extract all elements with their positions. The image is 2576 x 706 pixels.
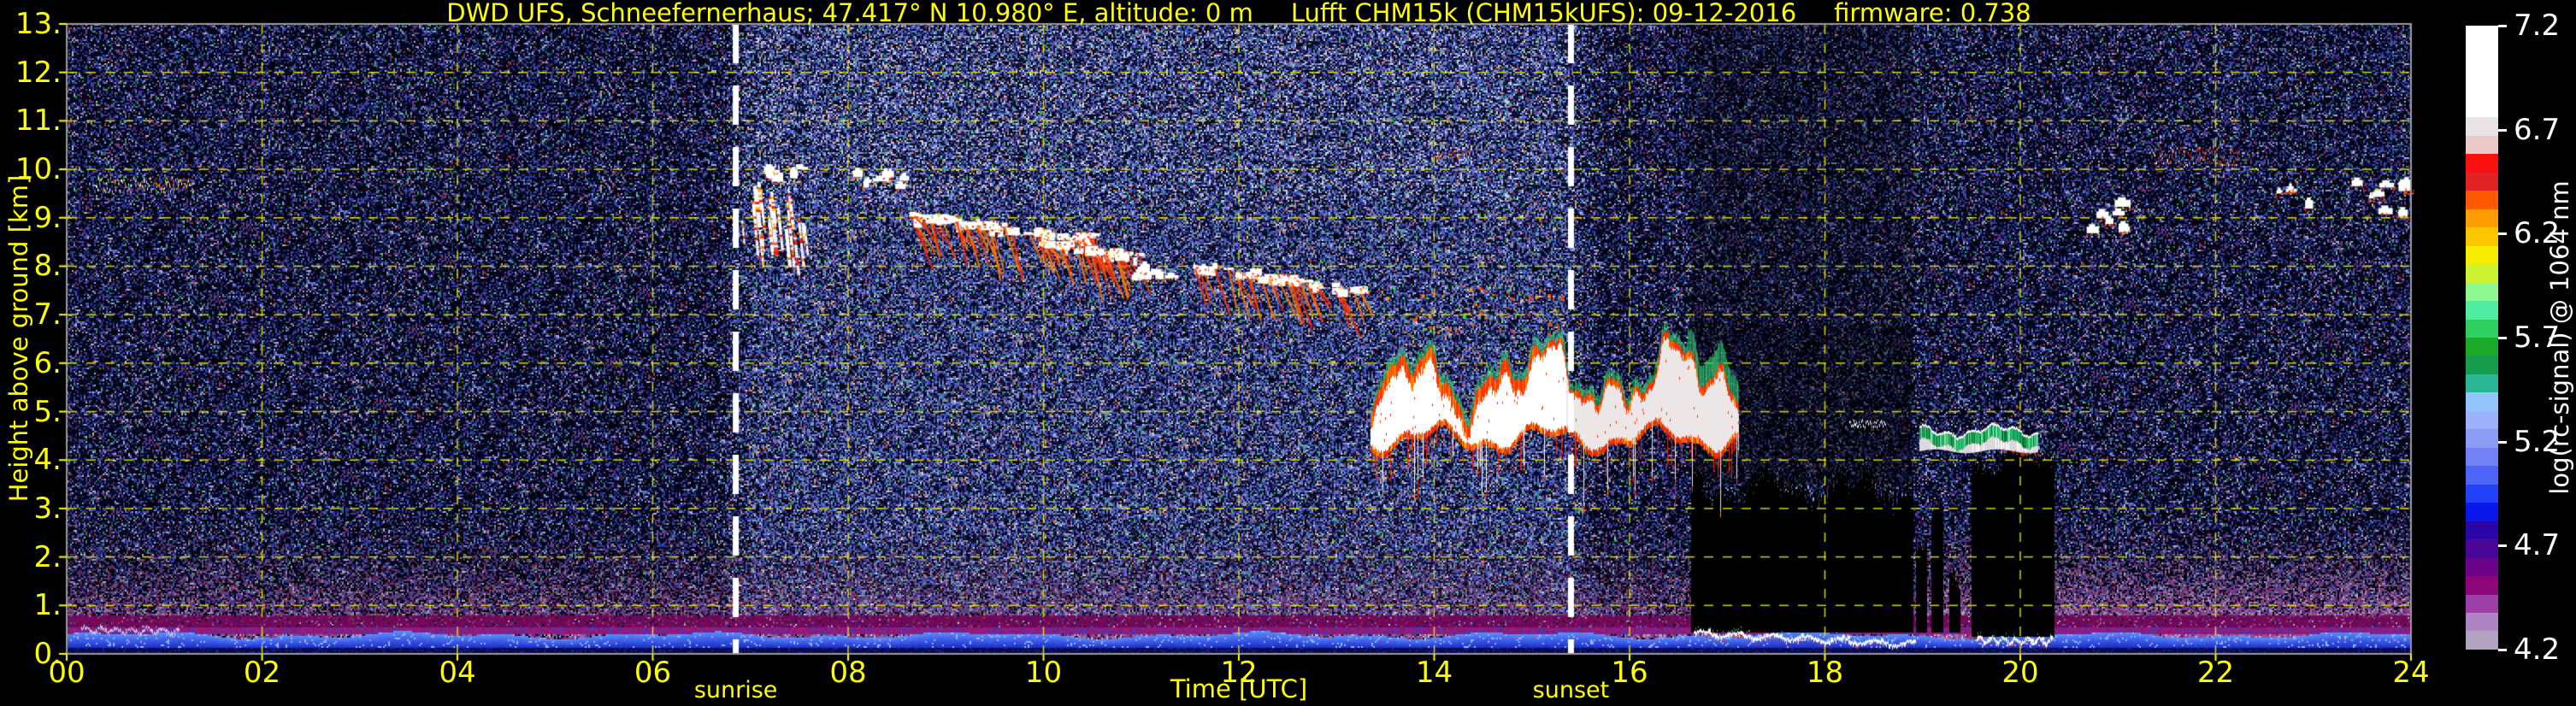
colorbar-tick-mark bbox=[2498, 25, 2507, 27]
colorbar-segment bbox=[2466, 337, 2498, 356]
colorbar-segment bbox=[2466, 447, 2498, 467]
y-axis-title: Height above ground [km] bbox=[4, 174, 33, 503]
colorbar-segment bbox=[2466, 484, 2498, 503]
colorbar-segment bbox=[2466, 44, 2498, 62]
title-firmware: firmware: 0.738 bbox=[1834, 0, 2031, 27]
colorbar bbox=[2466, 26, 2498, 650]
colorbar-segment bbox=[2466, 631, 2498, 650]
sunset-label: sunset bbox=[1532, 677, 1610, 703]
x-tick-label: 20 bbox=[2001, 656, 2039, 690]
colorbar-segment bbox=[2466, 209, 2498, 228]
colorbar-segment bbox=[2466, 466, 2498, 485]
y-tick-label: 2. bbox=[33, 539, 62, 574]
title-instrument: Lufft CHM15k (CHM15kUFS): 09-12-2016 bbox=[1290, 0, 1797, 27]
colorbar-tick-mark bbox=[2498, 544, 2507, 548]
x-tick-label: 08 bbox=[829, 656, 867, 690]
title-station: DWD UFS, Schneefernerhaus; 47.417° N 10.… bbox=[446, 0, 1253, 27]
y-tick-label: 10. bbox=[15, 152, 62, 187]
colorbar-tick-mark bbox=[2498, 232, 2507, 236]
y-tick-label: 6. bbox=[33, 345, 62, 380]
colorbar-segment bbox=[2466, 26, 2498, 44]
y-tick-label: 7. bbox=[33, 297, 62, 332]
colorbar-tick-label: 5.7 bbox=[2514, 321, 2561, 355]
colorbar-title: log(rc-signal) @ 1064 nm bbox=[2545, 180, 2574, 495]
colorbar-segment bbox=[2466, 594, 2498, 613]
colorbar-tick-label: 4.7 bbox=[2514, 528, 2561, 563]
x-tick-label: 14 bbox=[1415, 656, 1453, 690]
x-tick-label: 06 bbox=[634, 656, 672, 690]
y-tick-label: 0. bbox=[33, 637, 62, 671]
x-tick-label: 18 bbox=[1806, 656, 1844, 690]
colorbar-segment bbox=[2466, 301, 2498, 320]
colorbar-segment bbox=[2466, 521, 2498, 540]
x-tick-label: 12 bbox=[1220, 656, 1258, 690]
colorbar-segment bbox=[2466, 282, 2498, 302]
y-tick-label: 8. bbox=[33, 249, 62, 284]
colorbar-segment bbox=[2466, 356, 2498, 374]
x-tick-label: 02 bbox=[243, 656, 281, 690]
x-tick-label: 24 bbox=[2392, 656, 2430, 690]
x-tick-label: 00 bbox=[48, 656, 85, 690]
colorbar-segment bbox=[2466, 172, 2498, 191]
x-tick-label: 16 bbox=[1611, 656, 1648, 690]
x-tick-label: 10 bbox=[1024, 656, 1063, 690]
y-tick-label: 4. bbox=[33, 443, 62, 478]
colorbar-segment bbox=[2466, 374, 2498, 393]
y-tick-label: 11. bbox=[15, 103, 62, 138]
y-tick-label: 3. bbox=[33, 491, 62, 526]
colorbar-tick-mark bbox=[2498, 440, 2507, 444]
colorbar-segment bbox=[2466, 410, 2498, 430]
colorbar-segment bbox=[2466, 319, 2498, 338]
colorbar-segment bbox=[2466, 191, 2498, 209]
x-tick-label: 22 bbox=[2196, 656, 2235, 690]
colorbar-tick-mark bbox=[2498, 337, 2507, 339]
colorbar-segment bbox=[2466, 613, 2498, 632]
colorbar-segment bbox=[2466, 539, 2498, 558]
colorbar-segment bbox=[2466, 429, 2498, 448]
colorbar-segment bbox=[2466, 503, 2498, 521]
colorbar-segment bbox=[2466, 62, 2498, 81]
colorbar-segment bbox=[2466, 98, 2498, 118]
colorbar-segment bbox=[2466, 135, 2498, 155]
y-tick-label: 12. bbox=[15, 55, 62, 90]
figure-title: DWD UFS, Schneefernerhaus; 47.417° N 10.… bbox=[446, 0, 2031, 26]
colorbar-segment bbox=[2466, 154, 2498, 173]
colorbar-tick-mark bbox=[2498, 128, 2507, 132]
x-axis-title: Time [UTC] bbox=[1170, 674, 1308, 703]
colorbar-tick-label: 6.7 bbox=[2514, 112, 2561, 147]
colorbar-segment bbox=[2466, 117, 2498, 136]
colorbar-segment bbox=[2466, 264, 2498, 283]
y-tick-label: 13. bbox=[15, 7, 62, 41]
colorbar-tick-label: 5.2 bbox=[2514, 424, 2561, 459]
y-tick-label: 9. bbox=[33, 200, 62, 235]
colorbar-segment bbox=[2466, 227, 2498, 246]
colorbar-segment bbox=[2466, 576, 2498, 595]
colorbar-tick-mark bbox=[2498, 649, 2507, 651]
colorbar-segment bbox=[2466, 245, 2498, 265]
sunrise-label: sunrise bbox=[693, 677, 778, 703]
colorbar-tick-label: 7.2 bbox=[2514, 9, 2561, 43]
x-tick-label: 04 bbox=[439, 656, 476, 690]
colorbar-segment bbox=[2466, 80, 2498, 99]
colorbar-segment bbox=[2466, 557, 2498, 577]
colorbar-segment bbox=[2466, 392, 2498, 411]
colorbar-tick-label: 4.2 bbox=[2514, 632, 2561, 667]
y-tick-label: 5. bbox=[33, 394, 62, 429]
colorbar-tick-label: 6.2 bbox=[2514, 216, 2561, 251]
y-tick-label: 1. bbox=[33, 588, 62, 623]
